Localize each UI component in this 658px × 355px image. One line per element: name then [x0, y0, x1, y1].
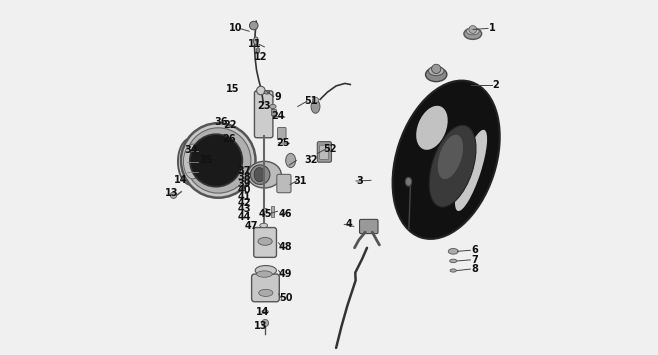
- Text: 25: 25: [276, 138, 290, 148]
- FancyBboxPatch shape: [251, 274, 279, 302]
- Text: 3: 3: [357, 176, 364, 186]
- Text: 38: 38: [238, 173, 251, 182]
- Text: 31: 31: [294, 176, 307, 186]
- Text: 48: 48: [279, 242, 293, 252]
- Circle shape: [261, 320, 268, 327]
- Ellipse shape: [448, 248, 458, 254]
- Text: 14: 14: [174, 175, 188, 185]
- Text: 49: 49: [279, 269, 292, 279]
- Ellipse shape: [253, 37, 259, 45]
- Text: 26: 26: [222, 134, 236, 144]
- Ellipse shape: [438, 135, 463, 179]
- Text: 52: 52: [323, 144, 336, 154]
- Ellipse shape: [467, 28, 479, 35]
- FancyBboxPatch shape: [255, 91, 273, 138]
- Bar: [271, 109, 276, 115]
- Text: 35: 35: [200, 155, 213, 165]
- Text: 39: 39: [238, 179, 251, 189]
- Ellipse shape: [260, 223, 268, 228]
- Text: 50: 50: [279, 293, 292, 303]
- Text: 45: 45: [259, 209, 272, 219]
- Text: 11: 11: [249, 39, 262, 49]
- Ellipse shape: [464, 28, 482, 39]
- Text: 41: 41: [238, 192, 251, 202]
- Text: 9: 9: [274, 92, 281, 102]
- Text: 22: 22: [223, 120, 236, 130]
- Ellipse shape: [264, 91, 270, 94]
- Text: 24: 24: [271, 111, 284, 121]
- Ellipse shape: [449, 259, 457, 263]
- Text: 46: 46: [279, 209, 292, 219]
- Text: 6: 6: [471, 245, 478, 255]
- Text: 23: 23: [257, 101, 270, 111]
- Ellipse shape: [262, 310, 268, 313]
- FancyBboxPatch shape: [319, 145, 328, 159]
- Ellipse shape: [256, 48, 260, 53]
- Circle shape: [190, 134, 242, 187]
- Circle shape: [257, 86, 265, 95]
- Ellipse shape: [247, 161, 281, 188]
- Text: 2: 2: [492, 80, 499, 90]
- Text: 15: 15: [226, 84, 240, 94]
- Ellipse shape: [429, 125, 476, 207]
- Text: 44: 44: [238, 212, 251, 222]
- Ellipse shape: [259, 289, 273, 296]
- Text: 47: 47: [244, 222, 258, 231]
- FancyBboxPatch shape: [278, 127, 286, 140]
- Circle shape: [181, 123, 255, 198]
- Ellipse shape: [286, 153, 295, 168]
- Text: 37: 37: [238, 166, 251, 176]
- Ellipse shape: [270, 104, 276, 109]
- FancyBboxPatch shape: [254, 228, 276, 257]
- Text: 7: 7: [471, 255, 478, 265]
- Ellipse shape: [178, 138, 205, 185]
- Text: 32: 32: [305, 155, 318, 165]
- Ellipse shape: [254, 168, 265, 182]
- Ellipse shape: [393, 81, 499, 239]
- Bar: [272, 206, 274, 217]
- Text: 40: 40: [238, 185, 251, 195]
- FancyBboxPatch shape: [317, 142, 332, 162]
- Circle shape: [249, 21, 258, 30]
- Text: 34: 34: [184, 145, 198, 155]
- Text: 1: 1: [489, 23, 495, 33]
- Text: 13: 13: [165, 189, 179, 198]
- Ellipse shape: [263, 208, 268, 212]
- Text: 8: 8: [471, 264, 478, 274]
- FancyBboxPatch shape: [277, 174, 291, 193]
- Circle shape: [469, 26, 476, 33]
- Circle shape: [432, 64, 441, 73]
- Text: 14: 14: [256, 307, 270, 317]
- Text: 10: 10: [229, 23, 242, 33]
- Ellipse shape: [405, 177, 412, 186]
- Ellipse shape: [255, 266, 276, 275]
- Text: 43: 43: [238, 204, 251, 214]
- Text: 42: 42: [238, 198, 251, 208]
- Text: 36: 36: [215, 118, 228, 127]
- Ellipse shape: [450, 269, 457, 272]
- Ellipse shape: [417, 106, 447, 150]
- Text: 51: 51: [305, 96, 318, 106]
- Ellipse shape: [313, 97, 318, 103]
- Ellipse shape: [455, 130, 487, 211]
- Text: 4: 4: [345, 219, 352, 229]
- Ellipse shape: [311, 100, 320, 113]
- Text: 12: 12: [254, 52, 268, 62]
- Text: 13: 13: [254, 321, 268, 331]
- Circle shape: [186, 128, 251, 193]
- Circle shape: [170, 192, 177, 198]
- FancyBboxPatch shape: [359, 219, 378, 234]
- Ellipse shape: [250, 165, 270, 184]
- Ellipse shape: [428, 66, 444, 76]
- Ellipse shape: [426, 67, 447, 82]
- Ellipse shape: [257, 271, 272, 277]
- Ellipse shape: [184, 144, 202, 179]
- Ellipse shape: [258, 237, 272, 245]
